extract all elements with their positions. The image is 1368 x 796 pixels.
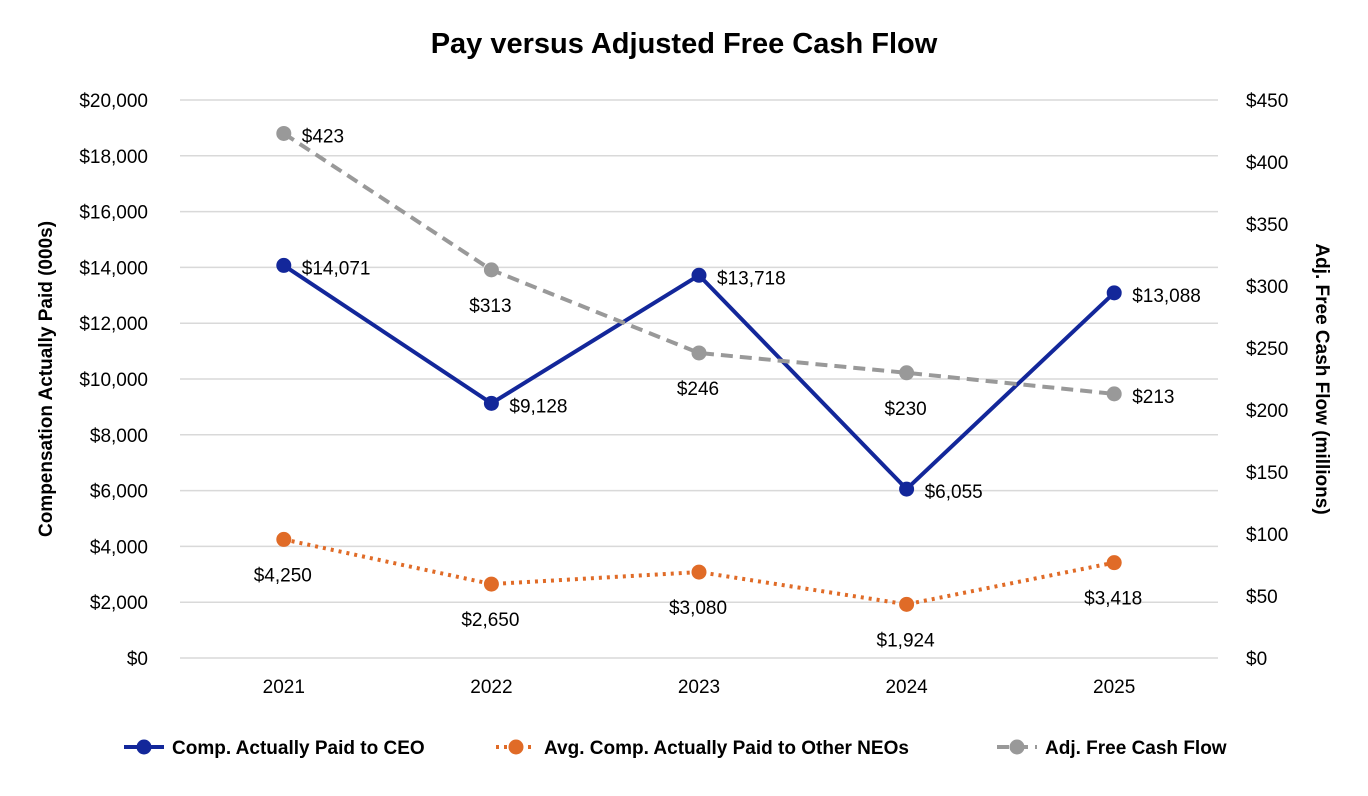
x-tick-label: 2022 <box>470 677 512 698</box>
marker-ceo <box>483 395 499 411</box>
marker-ceo <box>899 481 915 497</box>
data-label-ceo: $13,718 <box>717 268 786 289</box>
left-tick-label: $8,000 <box>90 426 148 447</box>
right-tick-label: $300 <box>1246 277 1288 298</box>
left-tick-label: $4,000 <box>90 537 148 558</box>
right-axis-ticks: $0 $50 $100 $150 $200 $250 $300 $350 $400 $450 <box>1246 91 1288 670</box>
left-axis-ticks: $0 $2,000 $4,000 $6,000 $8,000 $10,000 $12,000… <box>79 91 148 670</box>
left-tick-label: $20,000 <box>79 91 148 112</box>
marker-fcf <box>1106 386 1122 402</box>
marker-neo <box>483 576 499 592</box>
left-tick-label: $2,000 <box>90 593 148 614</box>
data-label-fcf: $246 <box>677 379 719 400</box>
series-line-ceo <box>282 263 1116 492</box>
gridlines <box>180 99 1218 659</box>
chart-title: Pay versus Adjusted Free Cash Flow <box>431 28 938 60</box>
right-tick-label: $0 <box>1246 649 1267 670</box>
data-labels-layer: $14,071 $9,128 $13,718 $6,055 $13,088 $4,250 $… <box>254 126 1201 651</box>
left-tick-label: $0 <box>127 649 148 670</box>
right-tick-label: $400 <box>1246 153 1288 174</box>
legend-label-ceo: Comp. Actually Paid to CEO <box>172 738 425 759</box>
data-label-neo: $3,418 <box>1084 589 1142 610</box>
left-tick-label: $16,000 <box>79 203 148 224</box>
right-tick-label: $450 <box>1246 91 1288 112</box>
data-label-ceo: $13,088 <box>1132 286 1201 307</box>
x-tick-label: 2021 <box>263 677 305 698</box>
data-label-neo: $3,080 <box>669 598 727 619</box>
data-label-fcf: $230 <box>884 399 926 420</box>
marker-ceo <box>276 257 292 273</box>
data-label-fcf: $423 <box>302 126 344 147</box>
left-tick-label: $14,000 <box>79 258 148 279</box>
left-tick-label: $12,000 <box>79 314 148 335</box>
legend-item-ceo: Comp. Actually Paid to CEO <box>124 738 425 759</box>
left-tick-label: $6,000 <box>90 482 148 503</box>
right-tick-label: $200 <box>1246 401 1288 422</box>
marker-fcf <box>483 262 499 278</box>
series-line-fcf <box>282 131 1115 396</box>
data-label-fcf: $213 <box>1132 387 1174 408</box>
legend-marker-neo <box>508 739 524 755</box>
legend-item-fcf: Adj. Free Cash Flow <box>997 738 1227 759</box>
x-axis-ticks: 2021 2022 2023 2024 2025 <box>263 677 1136 698</box>
marker-fcf <box>899 365 915 381</box>
marker-ceo <box>1106 285 1122 301</box>
x-tick-label: 2023 <box>678 677 720 698</box>
data-label-neo: $1,924 <box>877 630 936 651</box>
data-label-ceo: $6,055 <box>925 482 983 503</box>
marker-fcf <box>276 125 292 141</box>
left-tick-label: $18,000 <box>79 147 148 168</box>
legend: Comp. Actually Paid to CEO Avg. Comp. Act… <box>124 738 1227 759</box>
legend-label-neo: Avg. Comp. Actually Paid to Other NEOs <box>544 738 909 759</box>
marker-neo <box>1106 555 1122 571</box>
marker-neo <box>276 531 292 547</box>
right-axis-title: Adj. Free Cash Flow (millions) <box>1311 243 1332 514</box>
x-tick-label: 2025 <box>1093 677 1135 698</box>
data-label-ceo: $14,071 <box>302 258 371 279</box>
legend-marker-fcf <box>1009 739 1025 755</box>
left-tick-label: $10,000 <box>79 370 148 391</box>
data-label-fcf: $313 <box>469 296 511 317</box>
marker-ceo <box>691 267 707 283</box>
right-tick-label: $250 <box>1246 339 1288 360</box>
series-layer <box>276 125 1122 612</box>
right-tick-label: $150 <box>1246 463 1288 484</box>
data-label-neo: $2,650 <box>461 610 519 631</box>
right-tick-label: $350 <box>1246 215 1288 236</box>
data-label-neo: $4,250 <box>254 565 312 586</box>
left-axis-title: Compensation Actually Paid (000s) <box>36 221 57 537</box>
right-tick-label: $50 <box>1246 587 1278 608</box>
marker-fcf <box>691 345 707 361</box>
legend-label-fcf: Adj. Free Cash Flow <box>1045 738 1227 759</box>
x-tick-label: 2024 <box>885 677 928 698</box>
marker-neo <box>899 596 915 612</box>
legend-marker-ceo <box>136 739 152 755</box>
marker-neo <box>691 564 707 580</box>
right-tick-label: $100 <box>1246 525 1288 546</box>
data-label-ceo: $9,128 <box>509 396 567 417</box>
legend-item-neo: Avg. Comp. Actually Paid to Other NEOs <box>496 738 909 759</box>
